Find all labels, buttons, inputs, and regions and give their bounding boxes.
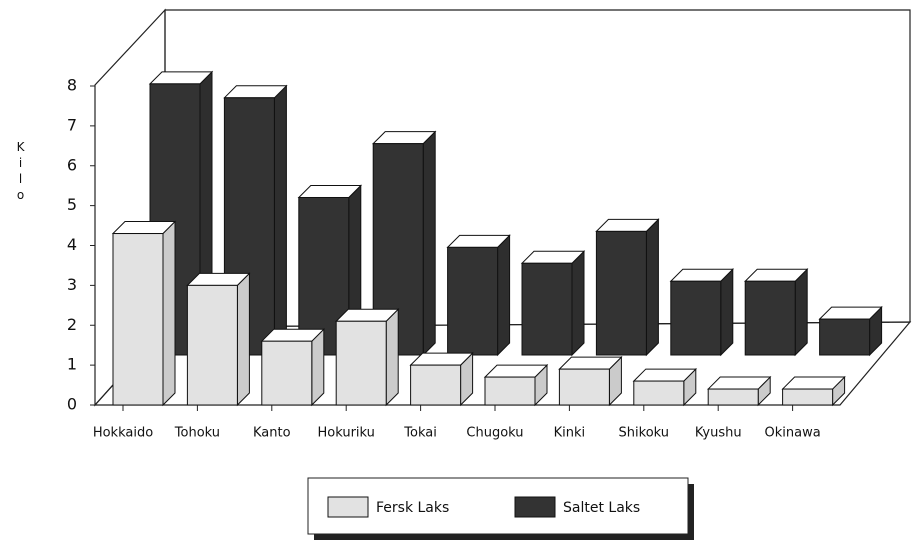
- bar: [112, 233, 164, 406]
- y-tick-label: 7: [67, 115, 77, 134]
- bar-side: [794, 268, 808, 357]
- bar: [521, 262, 573, 356]
- x-tick-label: Kyushu: [695, 426, 742, 441]
- x-tick-label: Tohoku: [174, 426, 220, 441]
- y-tick-label: 2: [67, 315, 77, 334]
- bar: [744, 280, 796, 356]
- bar: [335, 320, 387, 406]
- bar-side: [162, 220, 176, 407]
- bar-side: [422, 130, 436, 357]
- bar: [410, 364, 462, 406]
- bar-side: [571, 250, 585, 357]
- legend-swatch: [514, 496, 556, 518]
- bar-side: [273, 84, 287, 357]
- x-tick-label: Kinki: [554, 426, 586, 441]
- bar: [595, 230, 647, 356]
- bar-side: [385, 308, 399, 407]
- x-tick-label: Okinawa: [765, 426, 821, 441]
- legend-swatch: [327, 496, 369, 518]
- bar-side: [236, 272, 250, 407]
- bar-side: [497, 234, 511, 357]
- x-tick-label: Shikoku: [619, 426, 670, 441]
- bar: [633, 380, 685, 406]
- bar: [558, 368, 610, 406]
- x-tick-label: Hokkaido: [93, 426, 153, 441]
- legend-label: Fersk Laks: [376, 500, 449, 516]
- x-tick-label: Kanto: [253, 426, 291, 441]
- y-tick-label: 6: [67, 155, 77, 174]
- bar: [819, 318, 871, 356]
- y-tick-label: 1: [67, 355, 77, 374]
- y-axis-label: Kilo: [14, 140, 28, 204]
- bar: [186, 284, 238, 406]
- y-tick-label: 0: [67, 395, 77, 414]
- bar: [447, 246, 499, 356]
- x-tick-label: Tokai: [403, 426, 437, 441]
- x-tick-label: Hokuriku: [317, 426, 374, 441]
- y-tick-label: 4: [67, 235, 77, 254]
- x-tick-label: Chugoku: [466, 426, 523, 441]
- bar-side: [720, 268, 734, 357]
- bar: [261, 340, 313, 406]
- legend-label: Saltet Laks: [563, 500, 640, 516]
- y-tick-label: 5: [67, 195, 77, 214]
- y-tick-label: 3: [67, 275, 77, 294]
- bar: [707, 388, 759, 406]
- legend: [307, 477, 689, 535]
- bar-side: [311, 327, 325, 407]
- bar: [670, 280, 722, 356]
- y-tick-label: 8: [67, 76, 77, 95]
- bar: [484, 376, 536, 406]
- bar: [782, 388, 834, 406]
- bar-side: [645, 218, 659, 357]
